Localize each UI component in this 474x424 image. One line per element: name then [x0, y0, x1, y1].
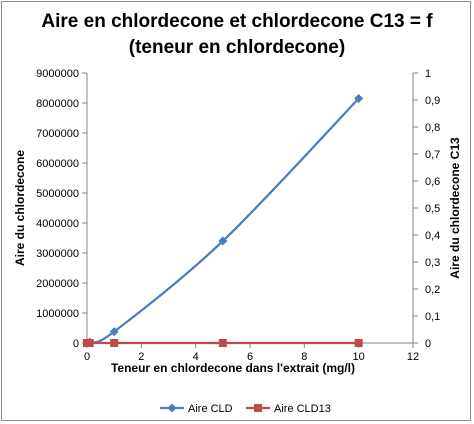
legend-label: Aire CLD13	[274, 403, 331, 415]
data-point	[354, 339, 363, 347]
y2-tick-label: 0,9	[425, 95, 440, 107]
legend-label: Aire CLD	[188, 403, 233, 415]
chart-title-line2: (teneur en chlordecone)	[129, 37, 345, 58]
y-axis-ticks: 0 1000000 2000000 3000000 4000000 5000000 6000…	[36, 68, 87, 350]
y-tick-label: 1000000	[36, 308, 79, 320]
y-tick-label: 2000000	[36, 278, 79, 290]
y-tick-label: 5000000	[36, 188, 79, 200]
x-axis-ticks: 0 2 4 6 8 10 12	[84, 343, 419, 363]
x-tick-label: 4	[193, 351, 199, 363]
data-point	[218, 236, 228, 246]
x-tick-label: 12	[407, 351, 419, 363]
series-line	[85, 97, 360, 345]
x-tick-label: 10	[353, 351, 365, 363]
series-2	[83, 339, 363, 347]
series-1	[82, 94, 364, 348]
x-tick-label: 8	[301, 351, 307, 363]
y-tick-label: 9000000	[36, 68, 79, 80]
data-point	[354, 94, 364, 103]
plot-axes	[86, 73, 414, 344]
y2-axis-title: Aire du chlordecone C13	[448, 137, 462, 279]
y2-tick-label: 0,4	[425, 230, 440, 242]
data-point	[109, 327, 119, 337]
y-tick-label: 6000000	[36, 158, 79, 170]
y2-tick-label: 0,1	[425, 311, 440, 323]
y2-tick-label: 0,3	[425, 257, 440, 269]
y2-axis-ticks: 0 0,1 0,2 0,3 0,4 0,5 0,6 0,7 0,8 0,9 1	[413, 68, 440, 350]
data-point	[85, 339, 94, 347]
legend-item: Aire CLD13	[246, 403, 331, 415]
x-tick-label: 2	[138, 351, 144, 363]
y2-tick-label: 0,2	[425, 284, 440, 296]
y2-tick-label: 0	[425, 338, 431, 350]
x-tick-label: 0	[84, 351, 90, 363]
y2-tick-label: 0,6	[425, 176, 440, 188]
y-tick-label: 3000000	[36, 248, 79, 260]
legend: Aire CLD Aire CLD13	[160, 403, 331, 415]
data-point	[110, 339, 119, 347]
data-point	[218, 339, 227, 347]
legend-item: Aire CLD	[160, 403, 233, 415]
legend-marker	[254, 404, 262, 412]
x-tick-label: 6	[247, 351, 253, 363]
x-axis-title: Teneur en chlordecone dans l'extrait (mg…	[111, 361, 355, 375]
chart-title-line1: Aire en chlordecone et chlordecone C13 =…	[41, 11, 433, 32]
y2-tick-label: 1	[425, 68, 431, 80]
y-axis-title: Aire du chlordecone	[13, 150, 27, 266]
y2-tick-label: 0,7	[425, 149, 440, 161]
y-tick-label: 4000000	[36, 218, 79, 230]
series-layer	[82, 94, 364, 348]
y-tick-label: 7000000	[36, 128, 79, 140]
legend-marker	[167, 403, 177, 413]
y-tick-label: 8000000	[36, 98, 79, 110]
y2-tick-label: 0,8	[425, 122, 440, 134]
y2-tick-label: 0,5	[425, 203, 440, 215]
y-tick-label: 0	[73, 338, 79, 350]
